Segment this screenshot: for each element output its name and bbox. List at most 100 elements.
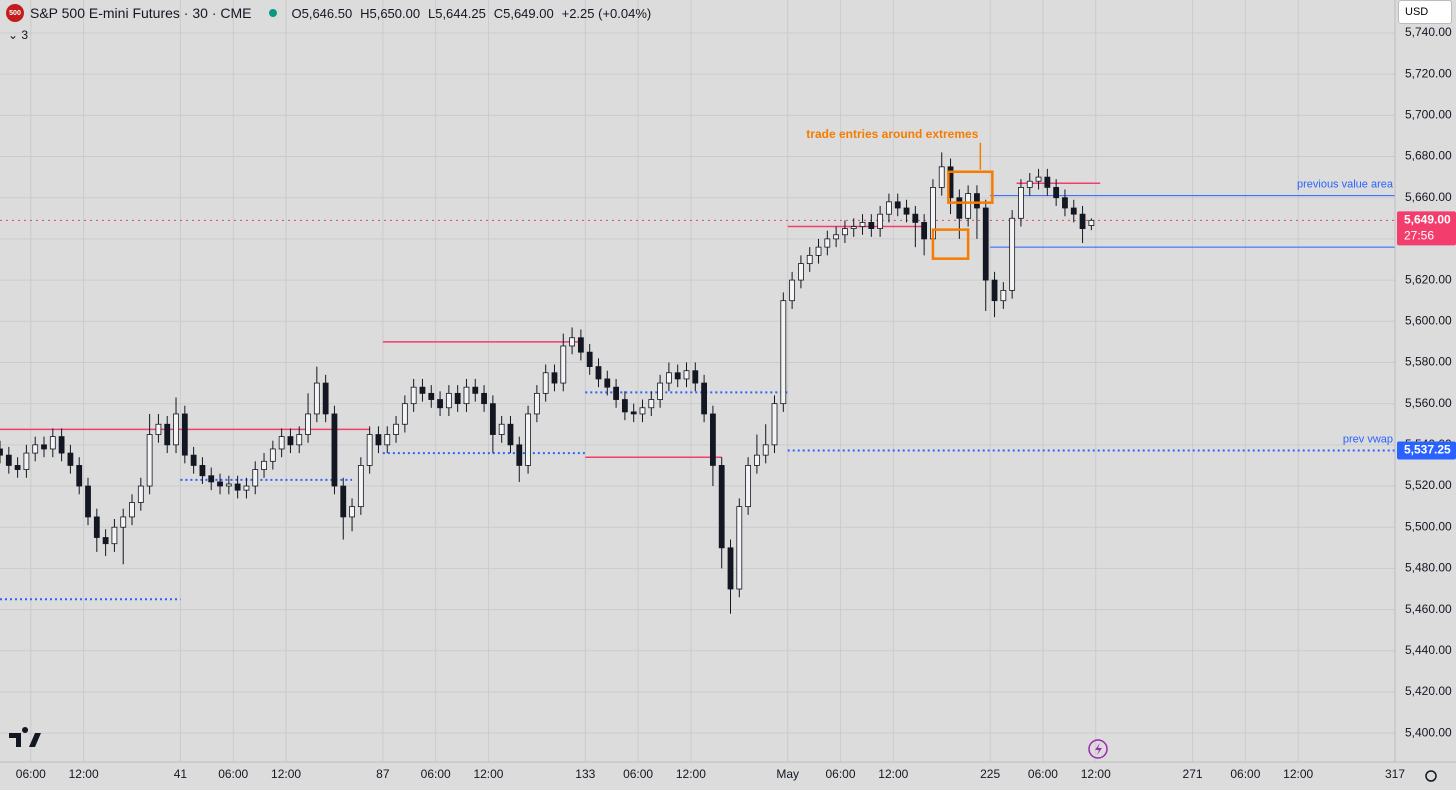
candle-body: [921, 222, 928, 240]
candle-body: [498, 423, 505, 435]
candle-body: [657, 382, 663, 400]
alert-bolt: [1095, 743, 1102, 755]
candle-body: [1026, 180, 1033, 188]
candle-body: [217, 481, 223, 487]
candle-body: [595, 366, 602, 380]
candle-body: [974, 193, 980, 209]
candle-body: [243, 485, 250, 491]
candle-body: [173, 413, 179, 446]
candle-body: [569, 337, 575, 347]
candle-body: [859, 222, 866, 227]
candle-body: [278, 436, 285, 450]
y-tick-label: 5,700.00: [1405, 108, 1452, 122]
candle-body: [1062, 197, 1068, 209]
candle-body: [533, 392, 540, 415]
x-tick-label: 133: [575, 767, 595, 781]
candle-body: [815, 246, 822, 256]
candle-body: [1009, 217, 1016, 291]
candle-body: [489, 403, 496, 435]
candle-body: [481, 392, 487, 405]
x-tick-label: 06:00: [1028, 767, 1058, 781]
y-tick-label: 5,620.00: [1405, 272, 1452, 286]
annotation-box: [947, 170, 994, 204]
x-tick-label: 12:00: [1081, 767, 1111, 781]
x-tick-label: May: [776, 767, 799, 781]
candle-body: [93, 516, 100, 538]
candle-body: [261, 460, 267, 470]
currency: USD: [1405, 6, 1429, 18]
level-label: previous value area: [1297, 179, 1394, 191]
candle-body: [67, 452, 74, 466]
candle-body: [938, 166, 945, 188]
candle-body: [366, 434, 373, 466]
candle-body: [208, 475, 215, 483]
settings-icon[interactable]: [1425, 770, 1437, 782]
candle-body: [780, 300, 787, 405]
candle-body: [886, 201, 892, 215]
x-tick-label: 12:00: [69, 767, 99, 781]
x-tick-label: 06:00: [218, 767, 248, 781]
candle-body: [789, 279, 796, 302]
candle-body: [894, 201, 901, 209]
candle-body: [701, 382, 708, 415]
candle-body: [384, 434, 391, 446]
header: 500 S&P 500 E-mini Futures · 30 · CME O5…: [6, 4, 655, 22]
x-tick-label: 12:00: [271, 767, 301, 781]
candle-body: [349, 506, 355, 518]
candle-body: [32, 444, 39, 454]
candle-body: [991, 279, 998, 302]
candle-body: [454, 392, 461, 405]
candle-body: [745, 465, 752, 508]
candle-body: [516, 444, 523, 466]
level-label: prev vwap: [1343, 433, 1393, 445]
candle-body: [155, 423, 162, 435]
candle-body: [375, 434, 382, 446]
candle-body: [525, 413, 531, 466]
candle-body: [296, 434, 303, 446]
symbol-logo: 500: [6, 4, 24, 22]
candle-body: [102, 537, 109, 545]
candle-body: [1044, 176, 1051, 188]
candle-body: [982, 207, 989, 281]
candle-body: [120, 516, 127, 528]
y-tick-label: 5,740.00: [1405, 25, 1452, 39]
candle-body: [762, 444, 769, 456]
candle-body: [340, 485, 347, 518]
symbol-title[interactable]: S&P 500 E-mini Futures · 30 · CME: [30, 5, 252, 21]
candle-body: [199, 465, 206, 477]
candle-body: [190, 454, 197, 466]
candle-body: [164, 423, 171, 446]
time-axis: [0, 762, 1456, 790]
candle-body: [1079, 213, 1086, 229]
ohlc: O5,646.50 H5,650.00 L5,644.25 C5,649.00 …: [291, 5, 655, 21]
candle-body: [463, 386, 470, 405]
candle-body: [956, 197, 963, 219]
x-tick-label: 12:00: [676, 767, 706, 781]
tv-logo: [9, 727, 41, 747]
candle-body: [736, 506, 743, 590]
candle-body: [111, 526, 118, 545]
candle-body: [710, 413, 716, 466]
currency-button[interactable]: USD: [1398, 0, 1452, 24]
candle-body: [437, 399, 443, 409]
candle-body: [23, 452, 30, 470]
candle-body: [912, 213, 919, 223]
candle-body: [630, 411, 637, 415]
candle-body: [621, 399, 628, 413]
candle-body: [234, 483, 241, 491]
price-axis: [1395, 0, 1456, 762]
candle-body: [313, 382, 320, 415]
x-tick-label: 06:00: [16, 767, 46, 781]
candle-body: [754, 454, 760, 466]
candle-body: [1088, 219, 1095, 226]
x-tick-label: 317: [1385, 767, 1405, 781]
x-tick-label: 06:00: [421, 767, 451, 781]
candle-body: [85, 485, 91, 518]
candle-body: [842, 228, 848, 236]
tv-logo-shape: [9, 727, 41, 747]
candle-body: [181, 413, 188, 456]
x-tick-label: 06:00: [1230, 767, 1260, 781]
x-tick-label: 06:00: [623, 767, 653, 781]
indicators-toggle[interactable]: ⌄ 3: [8, 28, 29, 42]
ohlc-close: C5,649.00: [493, 6, 554, 21]
